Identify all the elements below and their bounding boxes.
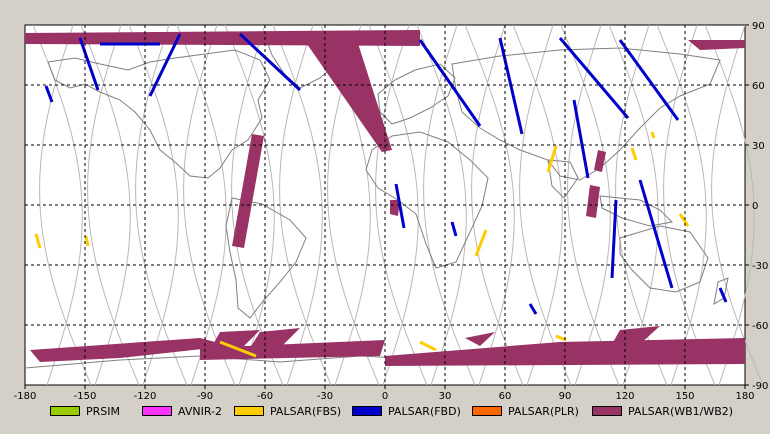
legend-swatch xyxy=(142,406,172,416)
palsar-wb-swath xyxy=(688,40,745,50)
palsar-fbd-swath xyxy=(528,303,538,315)
palsar-wb-swath xyxy=(210,330,260,350)
palsar-wb-swath xyxy=(232,134,264,248)
palsar-fbs-swaths xyxy=(34,131,690,358)
palsar-fbd-swath xyxy=(44,85,54,103)
palsar-wb-swath xyxy=(300,34,392,152)
legend-label: PALSAR(PLR) xyxy=(508,404,579,418)
legend-item: AVNIR-2 xyxy=(142,404,222,418)
palsar-wb-swath xyxy=(594,150,606,172)
palsar-fbd-swath xyxy=(718,287,728,303)
palsar-fbs-swath xyxy=(678,213,690,227)
legend-swatch xyxy=(472,406,502,416)
palsar-fbd-swaths xyxy=(44,32,728,315)
x-tick-label: 0 xyxy=(382,391,388,402)
legend-item: PALSAR(FBD) xyxy=(352,404,461,418)
x-tick-label: -150 xyxy=(74,391,97,402)
palsar-fbs-swath xyxy=(474,229,488,257)
palsar-fbs-swath xyxy=(555,334,567,342)
palsar-fbd-swath xyxy=(610,199,618,279)
palsar-fbd-swath xyxy=(394,183,406,229)
palsar-wb-swath xyxy=(390,200,400,216)
legend-swatch xyxy=(234,406,264,416)
y-tick-label: -60 xyxy=(752,321,768,332)
palsar-fbd-swath xyxy=(498,37,524,135)
legend-swatch xyxy=(50,406,80,416)
y-tick-label: 30 xyxy=(752,141,765,152)
palsar-fbd-swath xyxy=(618,39,680,121)
palsar-fbd-swath xyxy=(638,179,674,289)
y-tick-label: 90 xyxy=(752,21,765,32)
x-tick-label: -120 xyxy=(134,391,157,402)
y-tick-label: 0 xyxy=(752,201,758,212)
palsar-fbs-swath xyxy=(630,147,638,161)
legend-swatch xyxy=(592,406,622,416)
palsar-fbd-swath xyxy=(558,37,630,119)
x-tick-label: -180 xyxy=(14,391,37,402)
x-tick-label: -30 xyxy=(317,391,333,402)
graticule xyxy=(25,25,745,385)
palsar-wb-swath xyxy=(586,185,600,218)
legend-label: PRSIM xyxy=(86,404,120,418)
x-tick-label: 30 xyxy=(439,391,452,402)
y-tick-label: 60 xyxy=(752,81,765,92)
palsar-fbs-swath xyxy=(84,235,90,247)
legend-item: PALSAR(WB1/WB2) xyxy=(592,404,733,418)
palsar-wb-swath xyxy=(612,326,660,344)
x-tick-label: -90 xyxy=(197,391,213,402)
palsar-wb-swaths xyxy=(25,30,745,366)
palsar-wb-swath xyxy=(30,338,230,362)
palsar-wb-swath xyxy=(465,332,495,346)
x-tick-label: 120 xyxy=(615,391,634,402)
coastline xyxy=(451,47,721,181)
coastline xyxy=(225,197,307,319)
legend-label: PALSAR(FBD) xyxy=(388,404,461,418)
palsar-fbd-swath xyxy=(450,221,458,237)
x-axis-ticks: -180 -150 -120 -90 -60 -30 0 30 60 90 120 150 180 xyxy=(14,385,755,402)
legend-item: PRSIM xyxy=(50,404,120,418)
legend-label: PALSAR(FBS) xyxy=(270,404,342,418)
x-tick-label: -60 xyxy=(257,391,273,402)
palsar-wb-swath xyxy=(200,340,385,360)
palsar-fbs-swath xyxy=(219,340,257,358)
palsar-fbs-swath xyxy=(546,145,558,173)
x-tick-label: 180 xyxy=(735,391,754,402)
x-tick-label: 90 xyxy=(559,391,572,402)
legend-label: AVNIR-2 xyxy=(178,404,222,418)
palsar-fbs-swath xyxy=(34,233,42,249)
palsar-wb-swath xyxy=(250,328,300,348)
y-tick-label: -30 xyxy=(752,261,768,272)
legend-item: PALSAR(PLR) xyxy=(472,404,579,418)
palsar-fbd-swath xyxy=(148,33,182,97)
palsar-fbs-swath xyxy=(650,131,656,139)
legend-item: PALSAR(FBS) xyxy=(234,404,341,418)
coastline xyxy=(47,49,271,179)
legend-swatch xyxy=(352,406,382,416)
coastline xyxy=(365,131,489,269)
coastline xyxy=(619,225,709,293)
palsar-fbd-swath xyxy=(572,99,590,179)
legend: PRSIM AVNIR-2 PALSAR(FBS) PALSAR(FBD) PALSAR… xyxy=(0,398,770,422)
y-axis-ticks: 90 60 30 0 -30 -60 -90 xyxy=(745,21,768,392)
x-tick-label: 60 xyxy=(499,391,512,402)
y-tick-label: -90 xyxy=(752,381,768,392)
legend-label: PALSAR(WB1/WB2) xyxy=(628,404,734,418)
palsar-fbs-swath xyxy=(419,340,437,352)
x-tick-label: 150 xyxy=(675,391,694,402)
palsar-fbd-swath xyxy=(78,37,100,91)
coastline xyxy=(547,159,579,199)
palsar-fbd-swath xyxy=(418,39,482,127)
coastline xyxy=(377,63,456,125)
coastline xyxy=(599,195,674,227)
palsar-fbd-swath xyxy=(238,32,302,92)
